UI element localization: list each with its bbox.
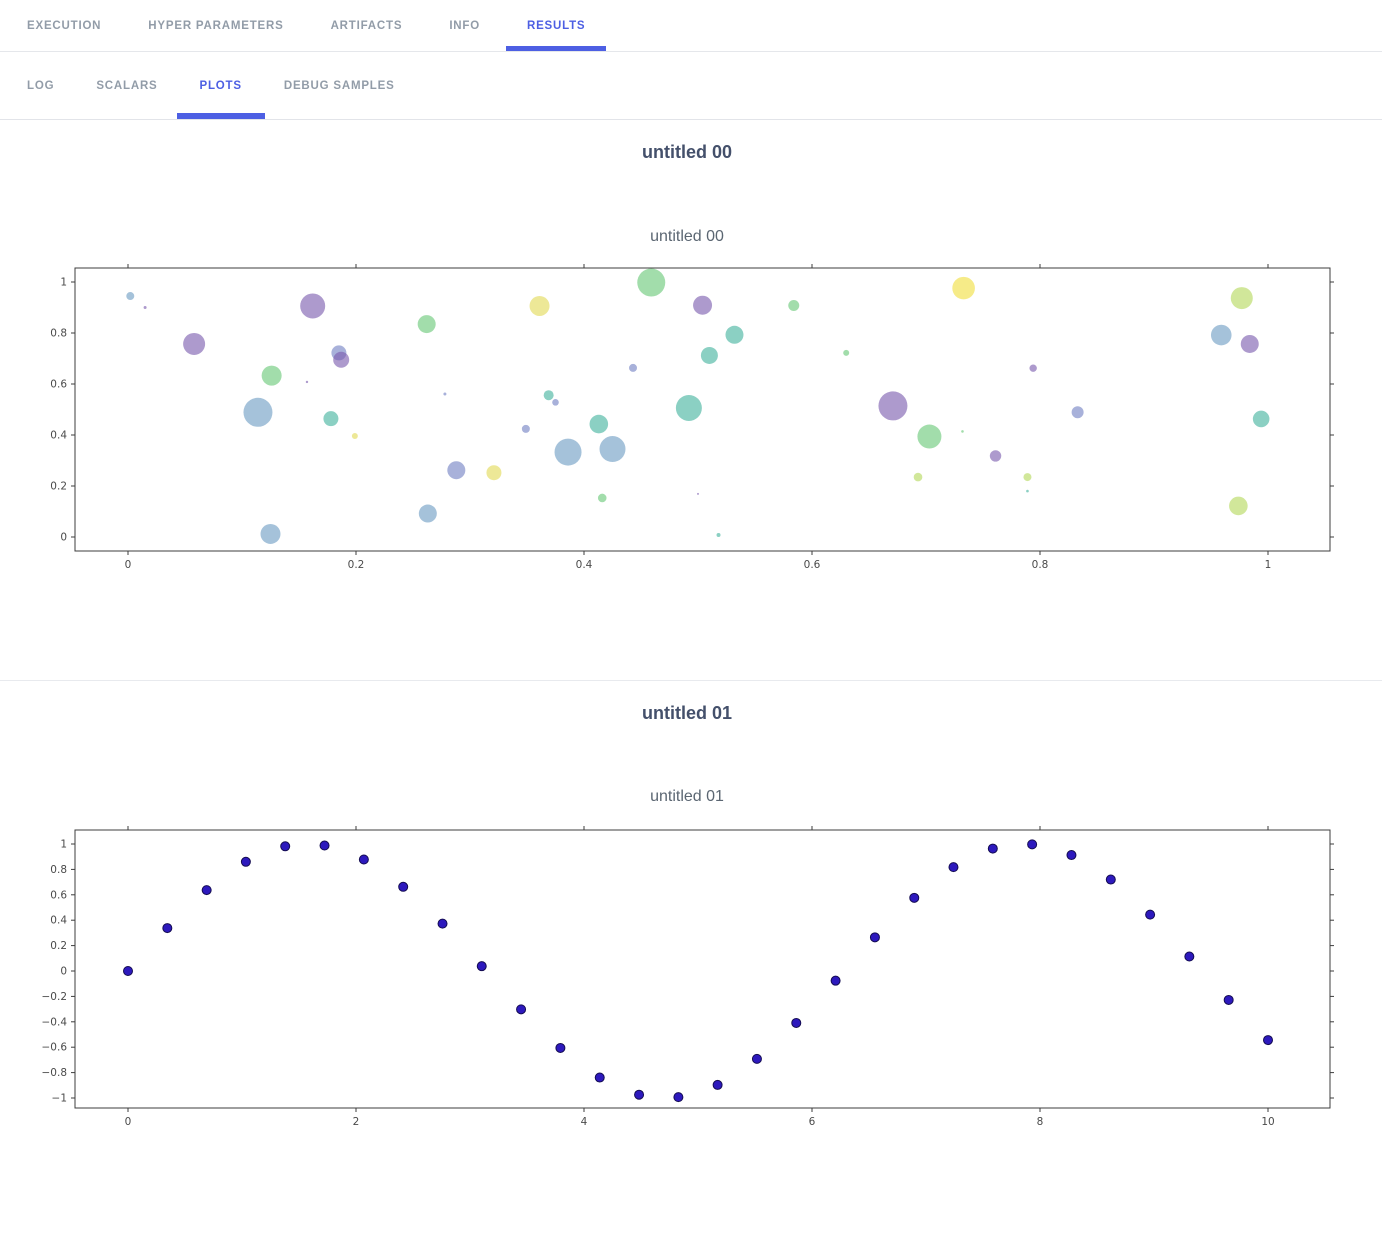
x-tick-label: 1: [1265, 559, 1272, 571]
bubble-scatter-plot[interactable]: 0 0.2 0.4 0.6 0.8 1 0 0.2 0.4 0.6 0.8 1: [0, 255, 1382, 595]
subtab-scalars[interactable]: SCALARS: [96, 80, 158, 92]
y-tick-label: 0.6: [50, 889, 67, 901]
x-tick-label: 0.8: [1032, 559, 1049, 571]
scrollbar-track[interactable]: [1370, 115, 1382, 1243]
y-tick-label: 0: [60, 532, 67, 544]
section-heading: untitled 00: [641, 142, 732, 162]
subtab-debug-samples[interactable]: DEBUG SAMPLES: [283, 80, 395, 92]
tab-info[interactable]: INFO: [449, 19, 480, 32]
y-tick-label: 0.8: [50, 328, 67, 340]
chart-title: untitled 01: [650, 788, 724, 805]
x-tick-label: 6: [809, 1116, 816, 1128]
y-tick-label: 1: [60, 277, 67, 289]
x-tick-label: 2: [353, 1116, 360, 1128]
x-tick-label: 0: [125, 1116, 132, 1128]
y-tick-label: 0.4: [50, 430, 67, 442]
data-points: [123, 839, 1273, 1103]
x-tick-label: 0.4: [576, 559, 593, 571]
plot-frame: [74, 267, 1331, 552]
tab-results[interactable]: RESULTS: [505, 0, 607, 51]
x-tick-label: 0.2: [348, 559, 365, 571]
subtab-log[interactable]: LOG: [27, 80, 55, 92]
data-points: [126, 268, 1270, 544]
plot-frame: [74, 829, 1331, 1109]
y-tick-label: 0.2: [50, 481, 67, 493]
subtab-plots[interactable]: PLOTS: [176, 53, 266, 119]
x-tick-label: 8: [1037, 1116, 1044, 1128]
x-tick-label: 4: [581, 1116, 588, 1128]
tab-hyper-parameters[interactable]: HYPER PARAMETERS: [148, 19, 284, 32]
y-tick-label: −0.4: [42, 1016, 68, 1028]
results-subtabbar: LOG SCALARS PLOTS DEBUG SAMPLES: [0, 53, 1382, 120]
sine-scatter-plot[interactable]: 0 2 4 6 8 10 −1 −0.8 −0.6 −0.4 −0.2 0 0.2 0.4 0.6 0.8 1: [0, 820, 1382, 1150]
x-tick-label: 0: [125, 559, 132, 571]
primary-tabbar: EXECUTION HYPER PARAMETERS ARTIFACTS INF…: [0, 0, 1382, 52]
y-tick-label: 1: [60, 839, 67, 851]
y-tick-label: 0.6: [50, 379, 67, 391]
chart-title: untitled 00: [650, 228, 724, 245]
y-tick-label: −0.8: [42, 1067, 68, 1079]
y-tick-label: 0.2: [50, 940, 67, 952]
y-tick-label: 0.8: [50, 864, 67, 876]
y-tick-label: 0: [60, 966, 67, 978]
tab-artifacts[interactable]: ARTIFACTS: [330, 19, 403, 32]
x-tick-label: 10: [1261, 1116, 1274, 1128]
y-tick-label: −1: [52, 1093, 67, 1105]
y-tick-label: −0.2: [42, 991, 68, 1003]
plots-panel: untitled 00 untitled 00 0 0.2 0.4 0.6 0.8 1 0 0…: [0, 120, 1382, 1243]
tab-execution[interactable]: EXECUTION: [27, 19, 102, 32]
section-divider: [0, 680, 1382, 681]
x-tick-label: 0.6: [804, 559, 821, 571]
section-heading: untitled 01: [641, 703, 732, 723]
y-tick-label: 0.4: [50, 915, 67, 927]
y-tick-label: −0.6: [42, 1042, 68, 1054]
